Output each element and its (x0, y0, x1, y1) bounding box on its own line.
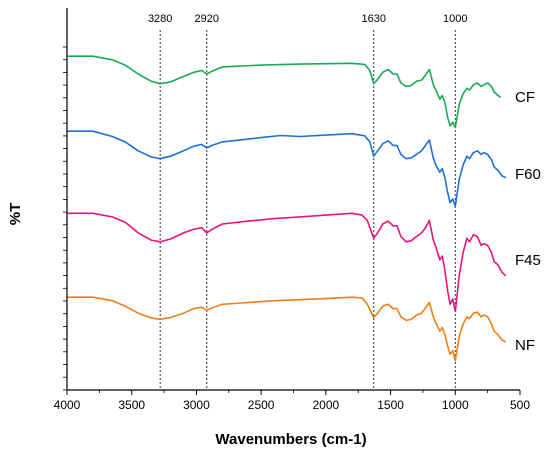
series-line-cf (67, 55, 502, 129)
x-tick-label-1500: 1500 (377, 398, 404, 412)
labels-group: CF F60 F45 NF (515, 89, 541, 354)
series-line-nf (67, 296, 507, 362)
series-label-nf: NF (515, 337, 535, 354)
series-label-f60: F60 (515, 166, 541, 183)
series-line-f45 (67, 212, 507, 313)
x-tick-label-2000: 2000 (313, 398, 340, 412)
series-line-f60 (67, 130, 507, 207)
x-tick-label-3500: 3500 (118, 398, 145, 412)
x-tick-label-1000: 1000 (442, 398, 469, 412)
y-axis-title: %T (7, 203, 24, 226)
axes-group: 4000 3500 3000 2500 2000 1500 1000 500 (54, 8, 530, 412)
reference-label-1000: 1000 (443, 13, 467, 25)
x-tick-label-3000: 3000 (183, 398, 210, 412)
x-axis-title: Wavenumbers (cm-1) (215, 431, 366, 448)
x-tick-label-2500: 2500 (248, 398, 275, 412)
x-tick-label-500: 500 (510, 398, 530, 412)
reference-lines-group: 3280 2920 1630 1000 (148, 13, 468, 390)
series-label-cf: CF (515, 89, 535, 106)
series-group (67, 55, 507, 362)
x-tick-label-4000: 4000 (54, 398, 81, 412)
reference-label-3280: 3280 (148, 13, 172, 25)
reference-label-2920: 2920 (195, 13, 219, 25)
reference-label-1630: 1630 (362, 13, 386, 25)
series-label-f45: F45 (515, 252, 541, 269)
